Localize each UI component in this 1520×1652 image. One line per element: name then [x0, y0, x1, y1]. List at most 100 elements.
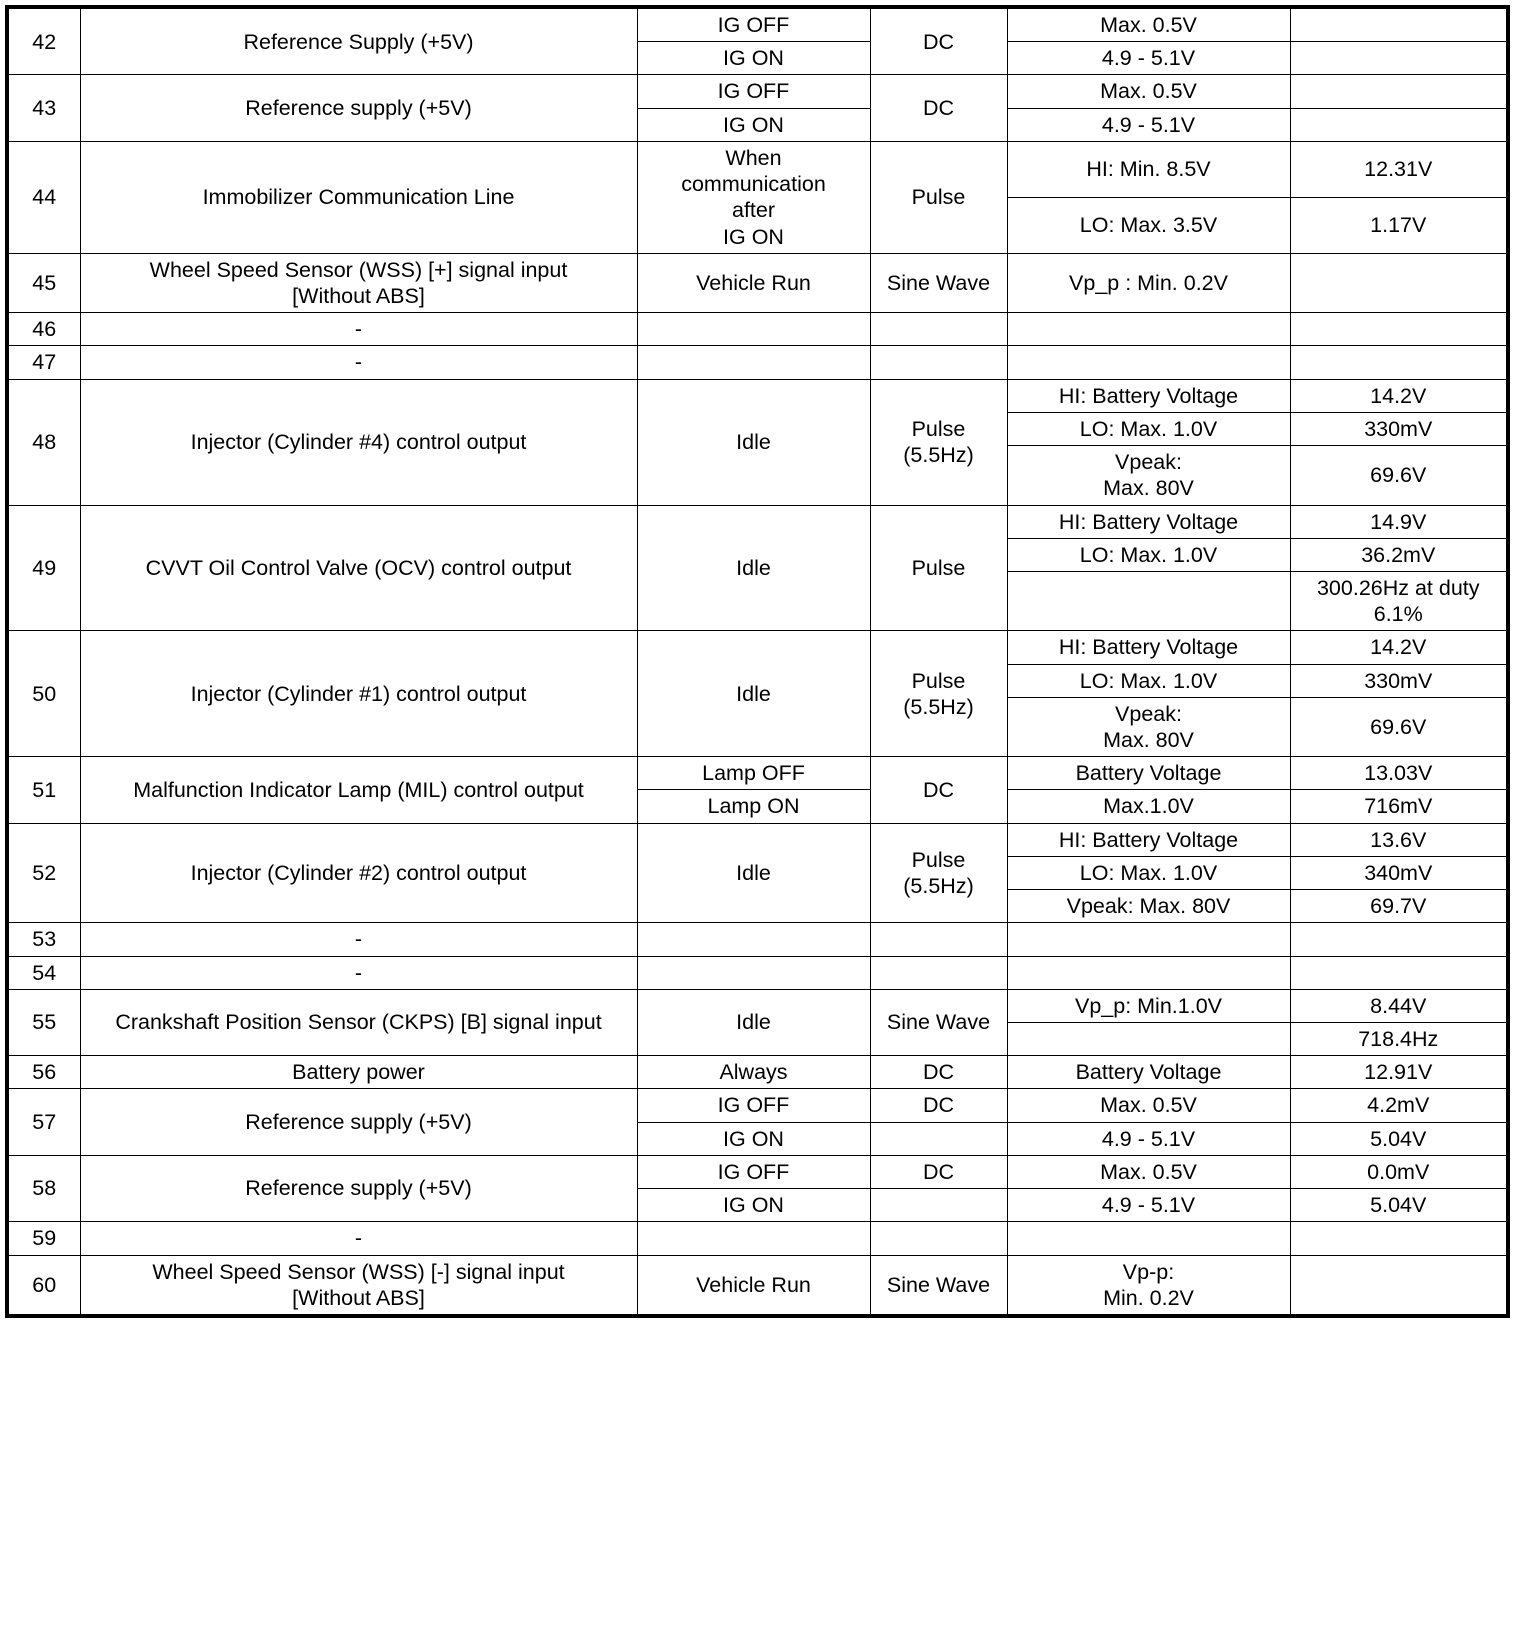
specification-cell: [1006, 312, 1291, 347]
table-row: Vpeak: Max. 80V 69.6V: [7, 696, 1509, 758]
measured-value-cell: [1289, 312, 1509, 347]
measured-value-cell: [1289, 252, 1509, 314]
signal-type-cell: Pulse (5.5Hz): [869, 630, 1008, 758]
measured-value-cell: 300.26Hz at duty 6.1%: [1289, 570, 1509, 632]
signal-type-cell: [869, 1221, 1008, 1256]
table-row: 51 Malfunction Indicator Lamp (MIL) contr…: [6, 756, 1509, 824]
table-row: LO: Max. 3.5V 1.17V: [7, 196, 1509, 254]
signal-type-cell: DC: [869, 1154, 1008, 1190]
table-row: IG ON 4.9 - 5.1V 5.04V: [7, 1121, 1509, 1156]
terminal-description: Reference Supply (+5V): [79, 6, 638, 76]
signal-type-cell: DC: [869, 74, 1008, 142]
measured-value-cell: 5.04V: [1289, 1121, 1509, 1156]
specification-cell: Vpeak: Max. 80V: [1006, 696, 1291, 758]
terminal-description: Injector (Cylinder #4) control output: [79, 378, 638, 506]
terminal-number: 58: [6, 1154, 81, 1223]
terminal-number: 52: [6, 822, 81, 924]
measured-value-cell: 36.2mV: [1289, 537, 1509, 572]
condition-cell: Lamp ON: [636, 789, 871, 824]
terminal-description: Immobilizer Communication Line: [79, 140, 638, 254]
terminal-description: Injector (Cylinder #1) control output: [79, 630, 638, 758]
terminal-number: 44: [6, 140, 81, 254]
specification-cell: Max. 0.5V: [1006, 6, 1291, 43]
terminal-number: 47: [6, 345, 81, 380]
table-row: 43 Reference supply (+5V) IG OFF DC Max. 0.5…: [6, 74, 1509, 142]
condition-cell: When communication after IG ON: [636, 140, 871, 254]
signal-type-cell: DC: [869, 1088, 1008, 1123]
terminal-description: Reference supply (+5V): [79, 1154, 638, 1223]
ecm-terminal-spec-table: 42 Reference Supply (+5V) IG OFF DC Max. 0.5…: [5, 5, 1510, 1318]
terminal-description: Wheel Speed Sensor (WSS) [-] signal inpu…: [79, 1254, 638, 1317]
measured-value-cell: [1289, 74, 1509, 109]
condition-cell: [636, 312, 871, 347]
condition-cell: [636, 1221, 871, 1256]
table-row: 59-: [6, 1221, 1509, 1256]
table-row: Lamp ON Max.1.0V 716mV: [7, 789, 1509, 824]
signal-type-cell-empty: [869, 1121, 1008, 1156]
signal-type-cell: Sine Wave: [869, 252, 1008, 314]
table-row: 45 Wheel Speed Sensor (WSS) [+] signal in…: [6, 252, 1509, 314]
table-row: LO: Max. 1.0V 36.2mV: [7, 537, 1509, 572]
specification-cell: HI: Battery Voltage: [1006, 630, 1291, 665]
measured-value-cell: [1289, 1254, 1509, 1317]
signal-type-cell: Pulse: [869, 504, 1008, 632]
table-row: 60 Wheel Speed Sensor (WSS) [-] signal in…: [6, 1254, 1509, 1317]
condition-cell: IG OFF: [636, 1088, 871, 1123]
condition-cell: Lamp OFF: [636, 756, 871, 791]
measured-value-cell: [1289, 345, 1509, 380]
signal-type-cell: [869, 345, 1008, 380]
measured-value-cell: 716mV: [1289, 789, 1509, 824]
measured-value-cell: [1289, 107, 1509, 142]
measured-value-cell: 8.44V: [1289, 988, 1509, 1024]
signal-type-cell: [869, 955, 1008, 990]
condition-cell: Vehicle Run: [636, 1254, 871, 1317]
table-row: IG ON 4.9 - 5.1V: [7, 107, 1509, 142]
table-row: LO: Max. 1.0V 340mV: [7, 855, 1509, 891]
table-row: 55 Crankshaft Position Sensor (CKPS) [B] …: [6, 988, 1509, 1057]
specification-cell: Max. 0.5V: [1006, 1154, 1291, 1190]
measured-value-cell: [1289, 955, 1509, 990]
measured-value-cell: 14.9V: [1289, 504, 1509, 539]
table-row: 46-: [6, 312, 1509, 347]
condition-cell: [636, 955, 871, 990]
terminal-number: 49: [6, 504, 81, 632]
specification-cell: HI: Battery Voltage: [1006, 504, 1291, 539]
specification-cell: [1006, 345, 1291, 380]
specification-cell: Max. 0.5V: [1006, 1088, 1291, 1123]
table-row: 57 Reference supply (+5V) IG OFF DC Max. 0.5…: [6, 1088, 1509, 1156]
terminal-number: 59: [6, 1221, 81, 1256]
measured-value-cell: 1.17V: [1289, 196, 1509, 254]
terminal-description: Reference supply (+5V): [79, 1088, 638, 1156]
measured-value-cell: [1289, 41, 1509, 76]
terminal-number: 50: [6, 630, 81, 758]
signal-type-cell: [869, 312, 1008, 347]
signal-type-cell: Sine Wave: [869, 988, 1008, 1057]
terminal-number: 55: [6, 988, 81, 1057]
terminal-description: Crankshaft Position Sensor (CKPS) [B] si…: [79, 988, 638, 1057]
measured-value-cell: 12.91V: [1289, 1055, 1509, 1090]
table-row: LO: Max. 1.0V 330mV: [7, 663, 1509, 698]
terminal-description: Wheel Speed Sensor (WSS) [+] signal inpu…: [79, 252, 638, 314]
terminal-number: 43: [6, 74, 81, 142]
terminal-number: 48: [6, 378, 81, 506]
table-row: LO: Max. 1.0V 330mV: [7, 411, 1509, 447]
specification-cell: 4.9 - 5.1V: [1006, 1121, 1291, 1156]
terminal-description: Injector (Cylinder #2) control output: [79, 822, 638, 924]
measured-value-cell: 4.2mV: [1289, 1088, 1509, 1123]
table-row: IG ON 4.9 - 5.1V: [7, 41, 1509, 76]
measured-value-cell: 69.6V: [1289, 445, 1509, 506]
table-row: 44 Immobilizer Communication Line When com…: [6, 140, 1509, 254]
condition-cell: Idle: [636, 630, 871, 758]
measured-value-cell: 69.6V: [1289, 696, 1509, 758]
specification-cell: 4.9 - 5.1V: [1006, 107, 1291, 142]
terminal-description: Reference supply (+5V): [79, 74, 638, 142]
measured-value-cell: 0.0mV: [1289, 1154, 1509, 1190]
measured-value-cell: [1289, 922, 1509, 957]
condition-cell: IG ON: [636, 1121, 871, 1156]
specification-cell: [1006, 1221, 1291, 1256]
signal-type-cell: Pulse (5.5Hz): [869, 378, 1008, 506]
table-row: 56 Battery power Always DC Battery Voltage 12…: [6, 1055, 1509, 1090]
terminal-number: 45: [6, 252, 81, 314]
measured-value-cell: [1289, 1221, 1509, 1256]
table-row: 58 Reference supply (+5V) IG OFF DC Max. 0.5…: [6, 1154, 1509, 1223]
